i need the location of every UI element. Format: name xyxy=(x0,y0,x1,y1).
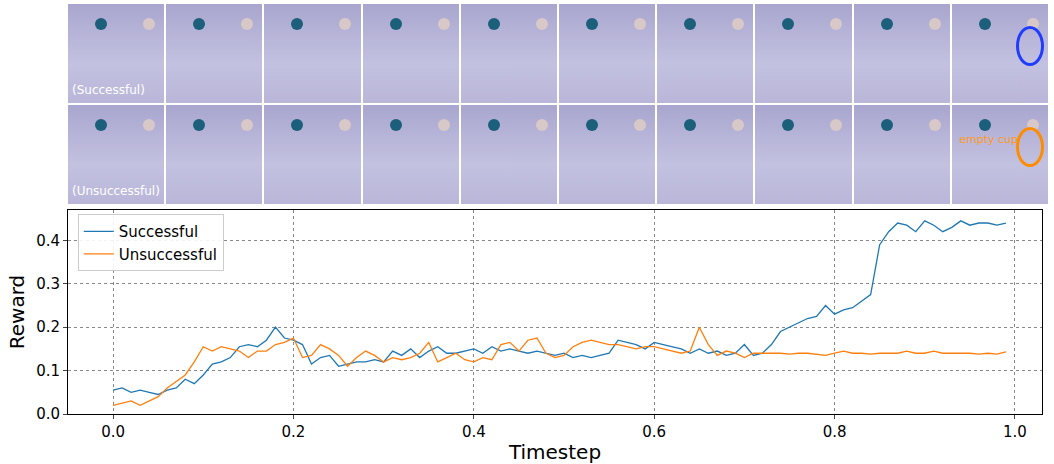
svg-text:0.8: 0.8 xyxy=(823,423,847,441)
svg-text:Successful: Successful xyxy=(119,223,198,241)
svg-text:0.2: 0.2 xyxy=(282,423,306,441)
html-text:(Unsuccessful): (Unsuccessful) xyxy=(72,184,160,198)
svg-text:0.4: 0.4 xyxy=(462,423,486,441)
html-text:empty cup: empty cup xyxy=(959,133,1018,146)
svg-text:Unsuccessful: Unsuccessful xyxy=(119,246,217,264)
svg-text:0.0: 0.0 xyxy=(36,405,60,423)
svg-text:0.1: 0.1 xyxy=(36,362,60,380)
svg-text:0.3: 0.3 xyxy=(36,275,60,293)
svg-text:0.0: 0.0 xyxy=(101,423,125,441)
svg-text:0.2: 0.2 xyxy=(36,318,60,336)
svg-text:Reward: Reward xyxy=(5,275,29,349)
svg-text:Timestep: Timestep xyxy=(508,440,601,464)
html-text:(Successful): (Successful) xyxy=(72,83,145,97)
svg-text:0.4: 0.4 xyxy=(36,232,60,250)
svg-text:0.6: 0.6 xyxy=(642,423,666,441)
svg-text:1.0: 1.0 xyxy=(1003,423,1027,441)
